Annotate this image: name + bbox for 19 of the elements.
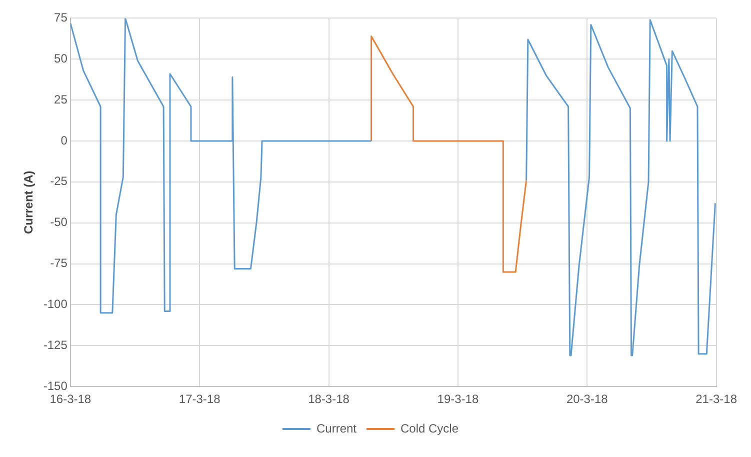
y-tick-label: -100 [43,297,68,312]
x-tick-label: 19-3-18 [437,392,479,406]
y-tick-label: -50 [50,215,68,230]
x-tick-label: 18-3-18 [308,392,350,406]
y-tick-label: 0 [60,133,68,148]
y-tick-label: -75 [50,256,68,270]
x-tick-label: 17-3-18 [178,392,221,406]
x-tick-label: 20-3-18 [566,392,608,406]
y-tick-label: -125 [43,338,68,352]
x-tick-label: 21-3-18 [696,392,738,406]
x-tick-label: 16-3-18 [50,392,92,406]
y-tick-label: -25 [50,174,68,188]
legend-label: Current [316,421,358,436]
y-tick-label: -150 [43,378,68,393]
y-tick-label: 25 [54,92,68,106]
y-tick-label: 75 [54,10,68,25]
y-axis-title: Current (A) [22,170,36,234]
y-tick-label: 50 [54,51,68,66]
legend-label: Cold Cycle [400,421,459,436]
